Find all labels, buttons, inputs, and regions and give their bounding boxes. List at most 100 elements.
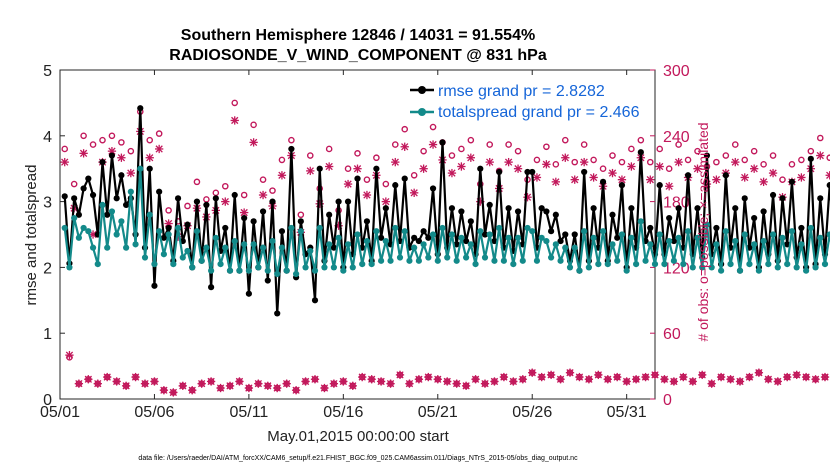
totalspread-point <box>165 231 172 238</box>
totalspread-point <box>193 228 201 235</box>
totalspread-point <box>344 241 352 248</box>
rmse-point <box>146 165 153 172</box>
totalspread-point <box>514 234 522 241</box>
obs-assimilated-marker <box>60 157 69 167</box>
rmse-point <box>481 231 489 238</box>
obs-possible-marker <box>221 182 229 190</box>
obs-assimilated-marker <box>225 381 235 390</box>
rmse-point <box>156 188 163 195</box>
obs-possible-marker <box>288 136 295 144</box>
obs-assimilated-marker <box>329 379 339 388</box>
rmse-point <box>543 208 550 215</box>
obs-assimilated-marker <box>159 386 169 395</box>
obs-possible-marker <box>80 132 87 140</box>
y-tick-label: 0 <box>43 392 52 409</box>
obs-possible-marker <box>769 152 777 159</box>
totalspread-point <box>765 261 772 268</box>
y-axis-label: rmse and totalspread <box>23 165 40 306</box>
y-axis-left: 0 1 2 3 4 5 <box>43 63 65 409</box>
x-tick-label: 05/31 <box>607 404 647 421</box>
obs-assimilated-marker <box>801 372 811 382</box>
obs-assimilated-marker <box>325 162 334 171</box>
rmse-point <box>538 205 545 212</box>
rmse-point <box>382 205 389 212</box>
rmse-point <box>425 234 432 241</box>
obs-assimilated-marker <box>103 372 112 382</box>
totalspread-point <box>798 241 805 248</box>
rmse-point <box>675 205 682 212</box>
obs-assimilated-marker <box>754 368 764 377</box>
totalspread-series-line <box>63 167 830 276</box>
obs-assimilated-marker <box>112 377 121 386</box>
totalspread-point <box>141 254 149 261</box>
totalspread-point <box>255 264 262 271</box>
obs-possible-marker <box>448 152 456 159</box>
rmse-point <box>71 195 78 202</box>
totalspread-point <box>718 267 725 274</box>
y-right-tick-label: 300 <box>663 63 690 80</box>
totalspread-point <box>99 201 106 208</box>
totalspread-point <box>467 241 474 248</box>
totalspread-point <box>80 224 87 232</box>
totalspread-point <box>807 224 814 232</box>
totalspread-point <box>496 224 503 232</box>
totalspread-point <box>463 254 470 261</box>
obs-assimilated-marker <box>660 375 669 384</box>
obs-assimilated-marker <box>461 381 471 390</box>
obs-assimilated-marker <box>216 383 225 393</box>
obs-assimilated-marker <box>145 153 154 162</box>
rmse-point <box>496 168 503 176</box>
totalspread-point <box>108 208 116 215</box>
totalspread-point <box>736 267 744 274</box>
totalspread-point <box>552 241 559 248</box>
totalspread-point <box>604 261 611 268</box>
rmse-point <box>288 145 295 153</box>
obs-assimilated-marker <box>650 370 660 380</box>
rmse-point <box>75 211 82 218</box>
rmse-point <box>278 228 286 235</box>
obs-assimilated-marker <box>301 377 310 386</box>
totalspread-point <box>543 237 550 245</box>
totalspread-point <box>170 261 177 268</box>
totalspread-point <box>94 261 101 268</box>
obs-assimilated-marker <box>759 177 768 187</box>
obs-assimilated-marker <box>570 175 579 184</box>
obs-assimilated-marker <box>504 157 513 167</box>
obs-assimilated-marker <box>726 375 735 384</box>
obs-assimilated-marker <box>348 381 357 390</box>
obs-possible-marker <box>713 158 720 166</box>
totalspread-point <box>571 244 578 251</box>
obs-assimilated-marker <box>254 379 263 388</box>
rmse-point <box>326 211 333 218</box>
totalspread-point <box>104 244 111 251</box>
rmse-point <box>514 208 522 215</box>
obs-assimilated-marker <box>306 166 315 176</box>
totalspread-point <box>85 228 92 235</box>
totalspread-point <box>179 254 186 261</box>
totalspread-point <box>812 264 819 271</box>
rmse-point <box>798 224 805 232</box>
obs-possible-marker <box>561 136 569 144</box>
rmse-point <box>99 159 106 166</box>
obs-assimilated-marker <box>594 370 603 380</box>
totalspread-point <box>241 241 248 248</box>
totalspread-point <box>311 267 319 274</box>
totalspread-point <box>609 241 616 248</box>
totalspread-point <box>689 264 696 271</box>
obs-assimilated-marker <box>79 149 88 158</box>
totalspread-point <box>283 267 290 274</box>
rmse-point <box>524 168 531 176</box>
totalspread-point <box>821 261 829 268</box>
obs-assimilated-marker <box>613 372 622 382</box>
obs-assimilated-marker <box>221 197 230 206</box>
totalspread-point <box>817 234 824 241</box>
obs-assimilated-marker <box>433 375 442 384</box>
obs-possible-marker <box>410 171 418 179</box>
rmse-point <box>123 201 130 208</box>
totalspread-point <box>741 231 748 238</box>
obs-possible-marker <box>467 136 475 144</box>
totalspread-point <box>396 254 404 261</box>
totalspread-point <box>670 257 677 264</box>
rmse-point <box>760 208 767 215</box>
obs-possible-marker <box>788 161 796 168</box>
